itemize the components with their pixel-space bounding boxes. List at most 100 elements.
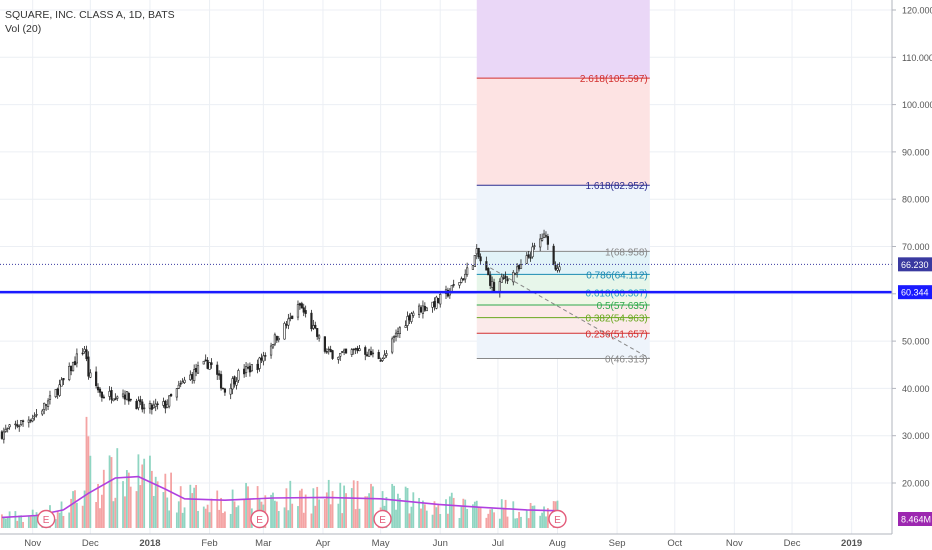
volume-bar: [229, 513, 232, 528]
time-tick-label[interactable]: May: [372, 538, 390, 549]
fib-level-label[interactable]: 1.618(82.952): [585, 181, 647, 192]
time-axis[interactable]: Nov Dec 2018 Feb Mar Apr May Jun Jul Aug Sep Oct Nov…: [0, 533, 932, 550]
candle-body: [56, 388, 59, 395]
time-tick-label[interactable]: Nov: [726, 538, 743, 549]
volume-bar: [466, 508, 469, 528]
earnings-marker-label[interactable]: E: [379, 515, 386, 526]
price-tick-label[interactable]: 110.000: [902, 53, 932, 63]
candle-body: [168, 395, 171, 407]
time-tick-label[interactable]: Nov: [24, 538, 41, 549]
candle-body: [491, 281, 494, 288]
volume-bar: [264, 495, 267, 528]
price-tick-label[interactable]: 40.000: [902, 384, 930, 394]
price-tick-label[interactable]: 120.000: [902, 6, 932, 16]
candle-body: [189, 374, 192, 380]
time-tick-label[interactable]: Oct: [667, 538, 682, 549]
trend-line[interactable]: [489, 267, 651, 359]
time-tick-label[interactable]: Dec: [82, 538, 99, 549]
candle-body: [156, 403, 159, 405]
price-tick-label[interactable]: 20.000: [902, 479, 930, 489]
volume-bar: [352, 480, 355, 528]
volume-bar: [539, 515, 542, 528]
candle-body: [73, 361, 77, 366]
volume-bar: [477, 507, 480, 528]
time-tick-label[interactable]: 2019: [841, 538, 862, 549]
candle-body: [54, 389, 57, 397]
price-tick-label[interactable]: 50.000: [902, 337, 930, 347]
volume-bar: [354, 509, 357, 528]
trend-line-dashed[interactable]: [489, 267, 651, 359]
time-tick-label[interactable]: Jul: [492, 538, 504, 549]
candle-body: [431, 301, 434, 308]
fib-level-label[interactable]: 0.382(54.963): [585, 314, 647, 325]
volume-bar: [270, 494, 272, 528]
price-axis[interactable]: 20.00030.00040.00050.00060.00070.00080.0…: [891, 0, 932, 550]
time-tick-label[interactable]: Dec: [784, 538, 801, 549]
volume-bar: [154, 476, 157, 528]
candle-body: [366, 354, 369, 357]
volume-bar: [54, 519, 57, 528]
candle-body: [219, 374, 223, 389]
candle-body: [310, 312, 313, 330]
earnings-marker-label[interactable]: E: [43, 515, 50, 526]
earnings-marker-circle[interactable]: [373, 509, 392, 529]
price-tick-label[interactable]: 30.000: [902, 431, 930, 441]
candle-body: [221, 387, 225, 390]
volume-bar: [208, 512, 211, 528]
fib-level-label[interactable]: 0(46.313): [605, 355, 648, 366]
fib-level-label[interactable]: 0.5(57.635): [597, 301, 648, 312]
volume-tag-label[interactable]: 8.464M: [901, 515, 931, 525]
fib-level-label[interactable]: 0.786(64.112): [586, 270, 648, 281]
volume-bar: [33, 515, 36, 528]
earnings-marker-circle[interactable]: [548, 509, 567, 529]
support-price-tag-label[interactable]: 60.344: [901, 288, 929, 298]
candle-body: [181, 381, 184, 384]
candle-body: [129, 398, 132, 401]
horizontal-lines[interactable]: [0, 263, 892, 294]
earnings-marker-circle[interactable]: [36, 509, 56, 529]
fib-level-label[interactable]: 0.618(60.307): [585, 288, 647, 299]
candle-body: [114, 398, 117, 400]
time-tick-label[interactable]: Feb: [201, 538, 217, 549]
candle-body: [556, 268, 559, 271]
volume-bar: [464, 499, 467, 528]
symbol-title[interactable]: SQUARE, INC. CLASS A, 1D, BATS: [5, 9, 175, 21]
volume-bar: [1, 514, 3, 528]
volume-bar: [162, 492, 165, 528]
time-tick-label[interactable]: Jun: [433, 538, 448, 549]
fibonacci-levels[interactable]: 2.618(105.597) 1.618(82.952) 1(68.958) 0.78…: [476, 74, 650, 366]
candle-body: [377, 352, 380, 360]
volume-bar: [546, 508, 549, 528]
volume-bar: [237, 505, 240, 528]
volume-bar: [20, 515, 23, 528]
volume-bar: [498, 518, 501, 528]
time-tick-label[interactable]: Mar: [255, 538, 271, 549]
fib-level-label[interactable]: 0.236(51.657): [585, 329, 647, 340]
volume-bar: [62, 515, 65, 528]
price-tick-label[interactable]: 70.000: [902, 242, 930, 252]
earnings-marker-circle[interactable]: [250, 509, 269, 529]
candle-body: [398, 327, 401, 335]
last-price-tag-label[interactable]: 66.230: [901, 260, 929, 270]
time-tick-label[interactable]: Sep: [609, 538, 626, 549]
time-tick-label[interactable]: Apr: [316, 538, 331, 549]
time-tick-label[interactable]: Aug: [549, 538, 566, 549]
candle-body: [435, 296, 438, 309]
volume-bar: [502, 507, 505, 528]
fib-level-label[interactable]: 2.618(105.597): [580, 74, 648, 85]
candle-body: [358, 348, 361, 351]
fib-level-label[interactable]: 1(68.958): [605, 247, 648, 258]
price-tick-label[interactable]: 100.000: [902, 100, 932, 110]
candle-body: [298, 303, 301, 306]
earnings-marker-label[interactable]: E: [256, 515, 263, 526]
volume-bar: [314, 505, 317, 528]
volume-indicator-label[interactable]: Vol (20): [5, 23, 42, 35]
price-candles: [0, 229, 561, 444]
earnings-marker-label[interactable]: E: [554, 515, 561, 526]
time-tick-label[interactable]: 2018: [139, 538, 160, 549]
price-tick-label[interactable]: 80.000: [902, 195, 930, 205]
price-tick-label[interactable]: 90.000: [902, 147, 930, 157]
volume-bar: [529, 502, 532, 528]
